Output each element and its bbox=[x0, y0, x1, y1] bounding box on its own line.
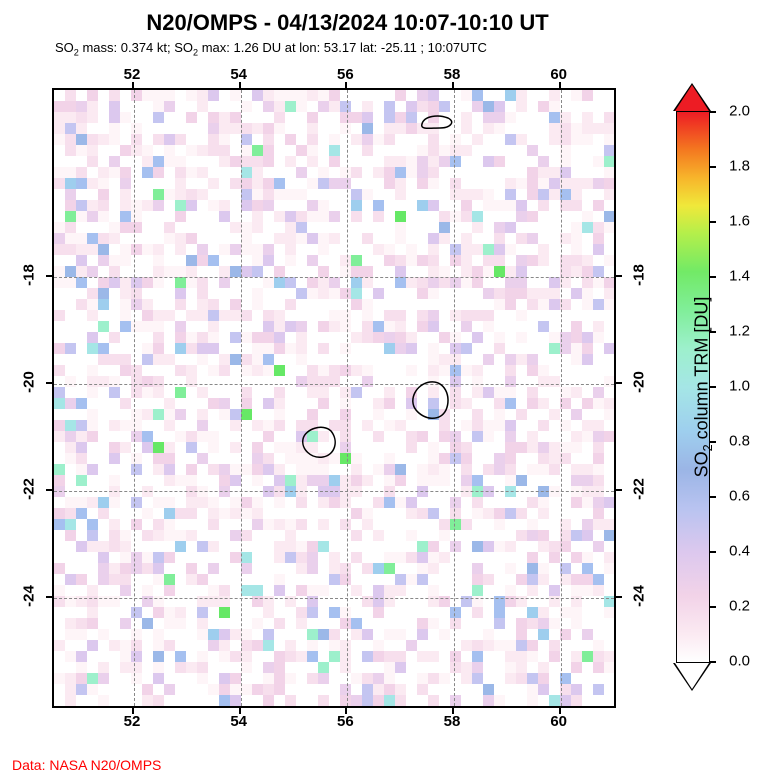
chart-subtitle: SO2 mass: 0.374 kt; SO2 max: 1.26 DU at … bbox=[55, 40, 765, 58]
colorbar-tick-label: 1.8 bbox=[729, 157, 750, 174]
x-tick-label: 60 bbox=[550, 66, 567, 83]
data-attribution: Data: NASA N20/OMPS bbox=[12, 757, 161, 773]
colorbar-tick-label: 0.6 bbox=[729, 487, 750, 504]
colorbar-over-arrow bbox=[675, 85, 709, 111]
x-tick-label: 58 bbox=[444, 66, 461, 83]
colorbar-under-arrow bbox=[675, 663, 709, 689]
colorbar-tick-label: 2.0 bbox=[729, 102, 750, 119]
y-tick-label: -20 bbox=[631, 371, 648, 393]
x-tick-label: 54 bbox=[230, 713, 247, 730]
y-tick-label: -18 bbox=[20, 264, 37, 286]
y-tick-label: -18 bbox=[631, 264, 648, 286]
x-tick-label: 60 bbox=[550, 713, 567, 730]
chart-title: N20/OMPS - 04/13/2024 10:07-10:10 UT bbox=[0, 10, 765, 36]
colorbar-tick-label: 0.0 bbox=[729, 652, 750, 669]
y-tick-label: -20 bbox=[20, 371, 37, 393]
colorbar-tick-label: 0.4 bbox=[729, 542, 750, 559]
x-tick-label: 54 bbox=[230, 66, 247, 83]
colorbar-tick-label: 1.2 bbox=[729, 322, 750, 339]
map-wrapper: 52 52 54 54 56 56 58 58 60 60 -18 -18 -2… bbox=[52, 88, 616, 708]
x-tick-label: 58 bbox=[444, 713, 461, 730]
x-tick-label: 52 bbox=[124, 713, 141, 730]
colorbar-tick-label: 1.4 bbox=[729, 267, 750, 284]
map-plot bbox=[52, 88, 616, 708]
colorbar-wrapper: SO2 column TRM [DU] 0.0 0.2 0.4 0.6 0.8 … bbox=[676, 111, 710, 663]
colorbar-tick-label: 0.8 bbox=[729, 432, 750, 449]
colorbar-tick-label: 1.6 bbox=[729, 212, 750, 229]
y-tick-label: -24 bbox=[631, 586, 648, 608]
x-tick-label: 56 bbox=[337, 66, 354, 83]
x-tick-label: 52 bbox=[124, 66, 141, 83]
colorbar-tick-label: 0.2 bbox=[729, 597, 750, 614]
y-tick-label: -24 bbox=[20, 586, 37, 608]
x-tick-label: 56 bbox=[337, 713, 354, 730]
colorbar-tick-label: 1.0 bbox=[729, 377, 750, 394]
y-tick-label: -22 bbox=[631, 478, 648, 500]
y-tick-label: -22 bbox=[20, 478, 37, 500]
